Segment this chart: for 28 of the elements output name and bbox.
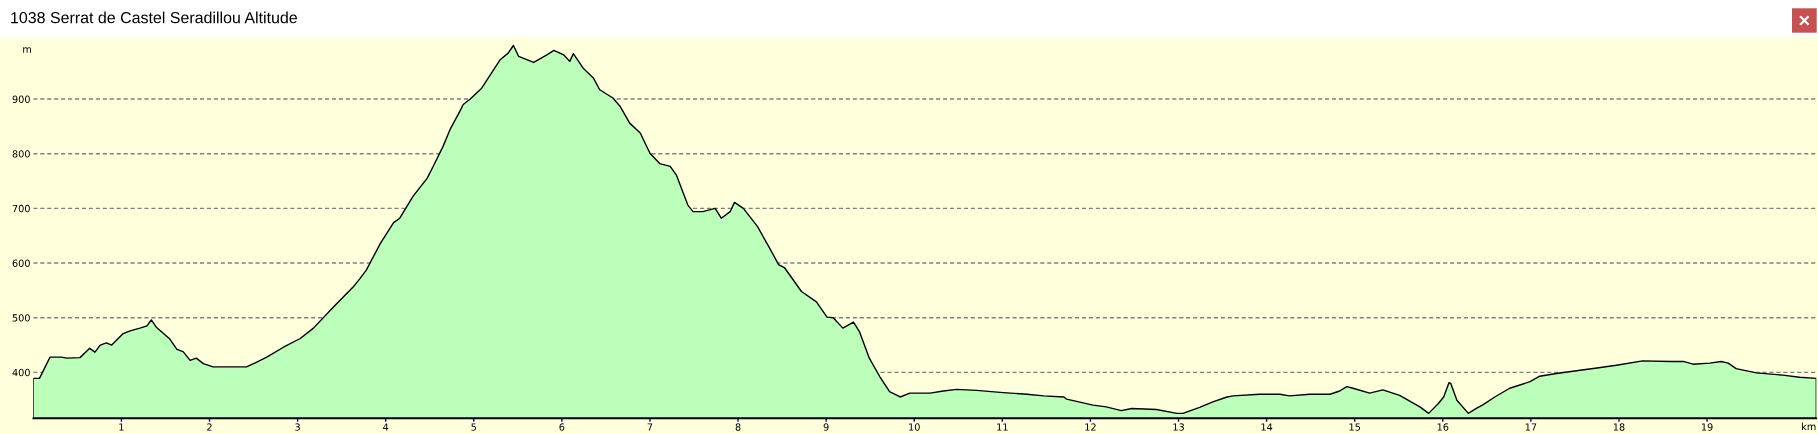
x-axis-title: km: [1802, 422, 1816, 430]
y-tick-label: 700: [12, 204, 30, 213]
x-tick-label: 5: [471, 423, 477, 431]
x-tick-label: 7: [647, 423, 653, 431]
x-tick-label: 19: [1701, 423, 1713, 431]
y-tick-label: 500: [12, 314, 30, 322]
x-tick-label: 1: [119, 423, 124, 431]
x-tick-label: 15: [1349, 423, 1361, 431]
y-tick-label: 400: [12, 368, 30, 377]
x-tick-label: 12: [1085, 423, 1096, 431]
x-tick-label: 3: [295, 423, 300, 431]
x-tick-label: 14: [1261, 423, 1273, 431]
x-tick-label: 6: [559, 423, 565, 431]
y-tick-label: 800: [12, 150, 30, 158]
x-tick-label: 4: [383, 423, 389, 431]
y-tick-label: 600: [12, 259, 30, 267]
y-axis-title: m: [23, 47, 31, 53]
x-tick-label: 11: [997, 423, 1008, 431]
chart-title: 1038 Serrat de Castel Seradillou Altitude: [11, 11, 297, 24]
x-tick-label: 16: [1437, 423, 1449, 431]
x-tick-label: 17: [1525, 423, 1537, 431]
x-tick-label: 2: [207, 423, 212, 431]
x-tick-label: 18: [1613, 423, 1625, 431]
x-tick-label: 10: [909, 423, 920, 431]
x-tick-label: 9: [823, 423, 829, 431]
x-tick-label: 13: [1173, 423, 1184, 431]
x-tick-label: 8: [735, 423, 741, 431]
y-tick-label: 900: [12, 95, 30, 103]
